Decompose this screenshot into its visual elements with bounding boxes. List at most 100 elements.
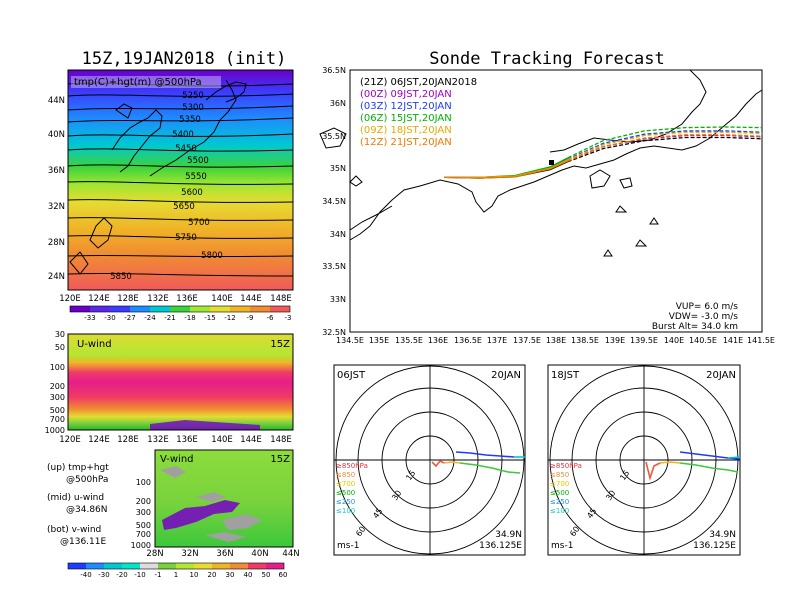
svg-text:200: 200 [50,382,65,391]
svg-text:34.5N: 34.5N [322,197,346,206]
svg-text:(bot) v-wind: (bot) v-wind [47,525,101,535]
track-series-dashed-4 [567,131,763,161]
svg-text:-20: -20 [116,571,127,579]
svg-text:128E: 128E [117,435,139,445]
svg-text:44N: 44N [48,96,65,106]
svg-text:5500: 5500 [187,156,209,166]
svg-text:(mid) u-wind: (mid) u-wind [47,493,104,503]
hodograph-trace-upper [455,451,515,458]
svg-text:200: 200 [136,497,151,506]
svg-text:-15: -15 [204,314,215,322]
svg-text:@500hPa: @500hPa [66,475,108,485]
svg-text:144E: 144E [240,435,262,445]
svg-text:137E: 137E [487,336,507,345]
svg-text:-18: -18 [184,314,195,322]
svg-text:139E: 139E [605,336,625,345]
track-series-dashed-2 [567,130,763,160]
svg-text:≤250: ≤250 [336,498,355,506]
svg-text:139.5E: 139.5E [630,336,658,345]
hodo-right-unit: ms-1 [551,541,573,551]
svg-text:300: 300 [136,508,151,517]
svg-text:-33: -33 [84,314,95,322]
legend-entry: (12Z) 21JST,20JAN [360,137,452,148]
map-y-ticks: 44N 40N 36N 32N 28N 24N [48,96,65,282]
hodo-left-lon: 136.125E [479,541,522,551]
svg-text:24N: 24N [48,272,65,282]
track-info: VUP= 6.0 m/s VDW= -3.0 m/s Burst Alt= 34… [652,302,738,332]
hodo-right-date: 20JAN [706,370,736,381]
svg-text:≤100: ≤100 [550,507,569,515]
svg-text:≤500: ≤500 [336,489,355,497]
legend-entry: (00Z) 09JST,20JAN [360,89,452,100]
svg-text:5800: 5800 [201,251,223,261]
hodograph-trace-mid [443,461,461,464]
svg-text:1000: 1000 [131,541,151,550]
svg-text:≤850: ≤850 [550,471,569,479]
vwind-panel: V-wind 15Z 100 200 300 500 700 1000 28N … [67,449,300,579]
vwind-x-ticks: 28N 32N 36N 40N 44N [146,549,299,559]
svg-text:100: 100 [136,478,151,487]
hodo-right-time: 18JST [551,370,580,381]
svg-text:5700: 5700 [188,218,210,228]
map-overlay-label: tmp(C)+hgt(m) @500hPa [74,77,202,88]
svg-text:124E: 124E [88,294,110,304]
svg-text:VDW= -3.0 m/s: VDW= -3.0 m/s [669,312,739,322]
svg-text:700: 700 [50,415,65,424]
svg-text:140E: 140E [211,435,233,445]
svg-text:10: 10 [190,571,199,579]
svg-text:136E: 136E [176,294,198,304]
svg-text:-10: -10 [134,571,145,579]
hodograph-right: 18JST 20JAN ≥850hPa ≤850 ≤700 ≤500 ≤250 … [547,364,741,556]
svg-text:5450: 5450 [175,144,197,154]
svg-text:138E: 138E [546,336,566,345]
uwind-field [68,334,293,430]
svg-text:≥850hPa: ≥850hPa [336,462,368,470]
svg-text:30: 30 [55,330,65,339]
legend-entry: (21Z) 06JST,20JAN2018 [360,77,477,88]
svg-text:128E: 128E [117,294,139,304]
svg-text:5750: 5750 [175,233,197,243]
svg-text:500: 500 [50,406,65,415]
svg-text:30: 30 [226,571,235,579]
svg-text:700: 700 [136,530,151,539]
svg-text:140E: 140E [664,336,684,345]
svg-text:35.5N: 35.5N [322,132,346,141]
svg-text:136E: 136E [176,435,198,445]
svg-text:5600: 5600 [181,188,203,198]
svg-text:135E: 135E [369,336,389,345]
temperature-colorbar-ticks: -33 -30 -27 -24 -21 -18 -15 -12 -9 -6 -3 [84,314,291,322]
svg-text:120E: 120E [59,435,81,445]
uwind-panel: U-wind 15Z 30 50 100 200 300 500 700 100… [45,330,294,445]
svg-text:132E: 132E [147,294,169,304]
svg-text:36.5N: 36.5N [322,66,346,75]
uwind-y-ticks: 30 50 100 200 300 500 700 1000 [45,330,65,435]
svg-text:≤250: ≤250 [550,498,569,506]
svg-text:140E: 140E [211,294,233,304]
hodograph-trace-500 [679,462,739,473]
hodo-right-lat: 34.9N [709,530,736,540]
svg-text:≤700: ≤700 [336,480,355,488]
hodograph-trace-low [645,461,661,481]
svg-text:-1: -1 [155,571,162,579]
svg-text:132E: 132E [147,435,169,445]
height-contours [67,82,294,277]
svg-text:36N: 36N [48,166,65,176]
hodo-left-time: 06JST [337,370,366,381]
svg-text:300: 300 [50,393,65,402]
svg-text:≤700: ≤700 [550,480,569,488]
svg-text:5350: 5350 [179,115,201,125]
svg-text:32N: 32N [181,549,198,559]
svg-text:-40: -40 [80,571,91,579]
panel-legend-notes: (up) tmp+hgt @500hPa (mid) u-wind @34.86… [47,463,109,547]
svg-text:5850: 5850 [110,272,132,282]
map-x-ticks: 120E 124E 128E 132E 136E 140E 144E 148E [59,294,292,304]
svg-text:34N: 34N [330,230,346,239]
legend-entry: (06Z) 15JST,20JAN [360,113,452,124]
track-lines [444,126,763,179]
svg-text:36N: 36N [330,99,346,108]
svg-text:-3: -3 [285,314,292,322]
svg-text:5650: 5650 [173,202,195,212]
svg-text:VUP= 6.0 m/s: VUP= 6.0 m/s [676,302,739,312]
svg-text:-6: -6 [267,314,275,322]
